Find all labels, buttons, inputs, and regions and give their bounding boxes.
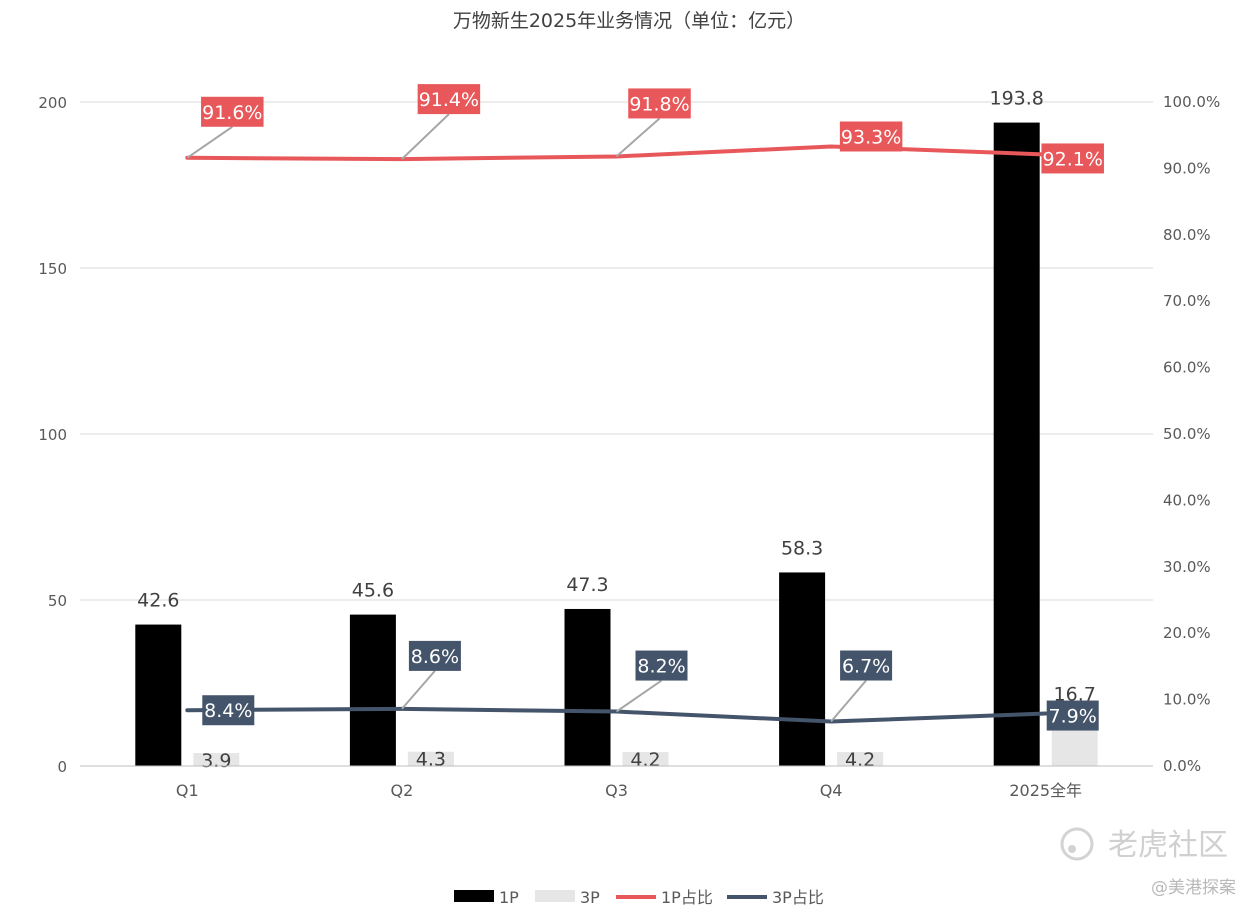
bar-data-label: 4.3 — [416, 749, 446, 771]
line-data-label: 8.2% — [637, 656, 685, 678]
line-data-label: 6.7% — [842, 656, 890, 678]
line-data-label: 91.4% — [419, 89, 479, 111]
watermark-logo-dot-icon — [1068, 845, 1076, 853]
line-data-label: 7.9% — [1049, 706, 1097, 728]
legend-label: 1P — [499, 888, 519, 907]
x-tick-label: 2025全年 — [1009, 781, 1082, 800]
watermark-author: @美港探案 — [1151, 878, 1236, 898]
leader-line — [615, 117, 661, 158]
watermark-brand: 老虎社区 — [1108, 828, 1228, 863]
bar-3P — [837, 752, 884, 766]
leader-line — [830, 679, 867, 723]
y-right-tick-label: 40.0% — [1163, 491, 1211, 509]
data-labels: 42.6 45.6 47.3 58.3 193.8 3.9 4.3 4.2 4.2 16.7 91.… — [137, 84, 1104, 772]
line-data-label: 91.8% — [629, 93, 689, 115]
line-label-box — [628, 88, 691, 119]
axes: 0 50 100 150 200 0.0% 10.0% 20.0% 30.0% 40.0% 50.0… — [38, 93, 1220, 800]
y-right-tick-label: 10.0% — [1163, 691, 1211, 709]
bar-data-label: 3.9 — [201, 750, 231, 772]
legend-swatch — [454, 890, 494, 902]
y-right-tick-label: 90.0% — [1163, 159, 1211, 177]
bar-data-label: 193.8 — [989, 88, 1043, 110]
bar-data-label: 58.3 — [781, 537, 823, 559]
y-left-tick-label: 0 — [57, 758, 67, 776]
legend-label: 1P占比 — [661, 888, 713, 907]
line-data-label: 8.6% — [411, 646, 459, 668]
bar-data-label: 47.3 — [566, 574, 608, 596]
y-right-tick-label: 0.0% — [1163, 757, 1201, 775]
bar-3P — [622, 752, 669, 766]
line-label-box — [1041, 143, 1104, 174]
y-right-tick-label: 100.0% — [1163, 93, 1220, 111]
y-right-tick-label: 50.0% — [1163, 425, 1211, 443]
line-data-label: 92.1% — [1043, 148, 1103, 170]
gridlines — [80, 101, 1153, 601]
x-tick-label: Q2 — [391, 781, 414, 800]
bar-3P — [193, 753, 240, 766]
x-tick-label: Q1 — [176, 781, 199, 800]
y-left-tick-label: 50 — [48, 592, 67, 610]
bar-data-label: 42.6 — [137, 590, 179, 612]
bar-1P — [564, 608, 611, 766]
leader-line — [401, 670, 436, 710]
line-1P占比 — [185, 144, 1048, 162]
chart-title: 万物新生2025年业务情况（单位：亿元） — [453, 10, 805, 32]
leader-line — [186, 125, 233, 159]
legend: 1P 3P 1P占比 3P占比 — [454, 888, 824, 907]
watermark: 老虎社区 @美港探案 — [1060, 827, 1236, 898]
leader-line — [615, 679, 663, 713]
y-right-tick-label: 80.0% — [1163, 226, 1211, 244]
legend-label: 3P占比 — [772, 888, 824, 907]
bar-data-label: 16.7 — [1054, 684, 1096, 706]
y-left-tick-label: 200 — [38, 94, 67, 112]
line-label-box — [635, 650, 688, 681]
legend-swatch — [535, 890, 575, 902]
line-label-box — [839, 121, 903, 152]
bar-data-label: 4.2 — [845, 749, 875, 771]
y-left-tick-label: 100 — [38, 426, 67, 444]
y-right-tick-label: 30.0% — [1163, 558, 1211, 576]
y-right-tick-label: 20.0% — [1163, 624, 1211, 642]
bar-data-label: 45.6 — [352, 580, 394, 602]
line-label-box — [201, 96, 264, 127]
watermark-logo-icon — [1060, 827, 1094, 861]
bar-data-label: 4.2 — [630, 749, 660, 771]
bar-1P — [779, 572, 826, 766]
line-label-box — [202, 695, 255, 726]
line-data-label: 93.3% — [841, 126, 901, 148]
legend-label: 3P — [580, 888, 600, 907]
bars — [135, 122, 1098, 767]
bar-1P — [993, 122, 1040, 767]
bar-3P — [407, 751, 454, 766]
bar-1P — [135, 624, 182, 766]
y-left-tick-label: 150 — [38, 260, 67, 278]
line-label-box — [408, 640, 461, 671]
x-tick-label: Q4 — [820, 781, 843, 800]
bar-1P — [349, 614, 396, 766]
leader-line — [401, 113, 450, 160]
y-right-tick-label: 60.0% — [1163, 359, 1211, 377]
line-data-label: 91.6% — [202, 102, 262, 124]
y-right-tick-label: 70.0% — [1163, 292, 1211, 310]
line-data-label: 8.4% — [204, 700, 252, 722]
line-label-box — [840, 650, 893, 681]
line-label-box — [1046, 700, 1099, 731]
line-label-box — [417, 84, 481, 115]
x-tick-label: Q3 — [605, 781, 628, 800]
